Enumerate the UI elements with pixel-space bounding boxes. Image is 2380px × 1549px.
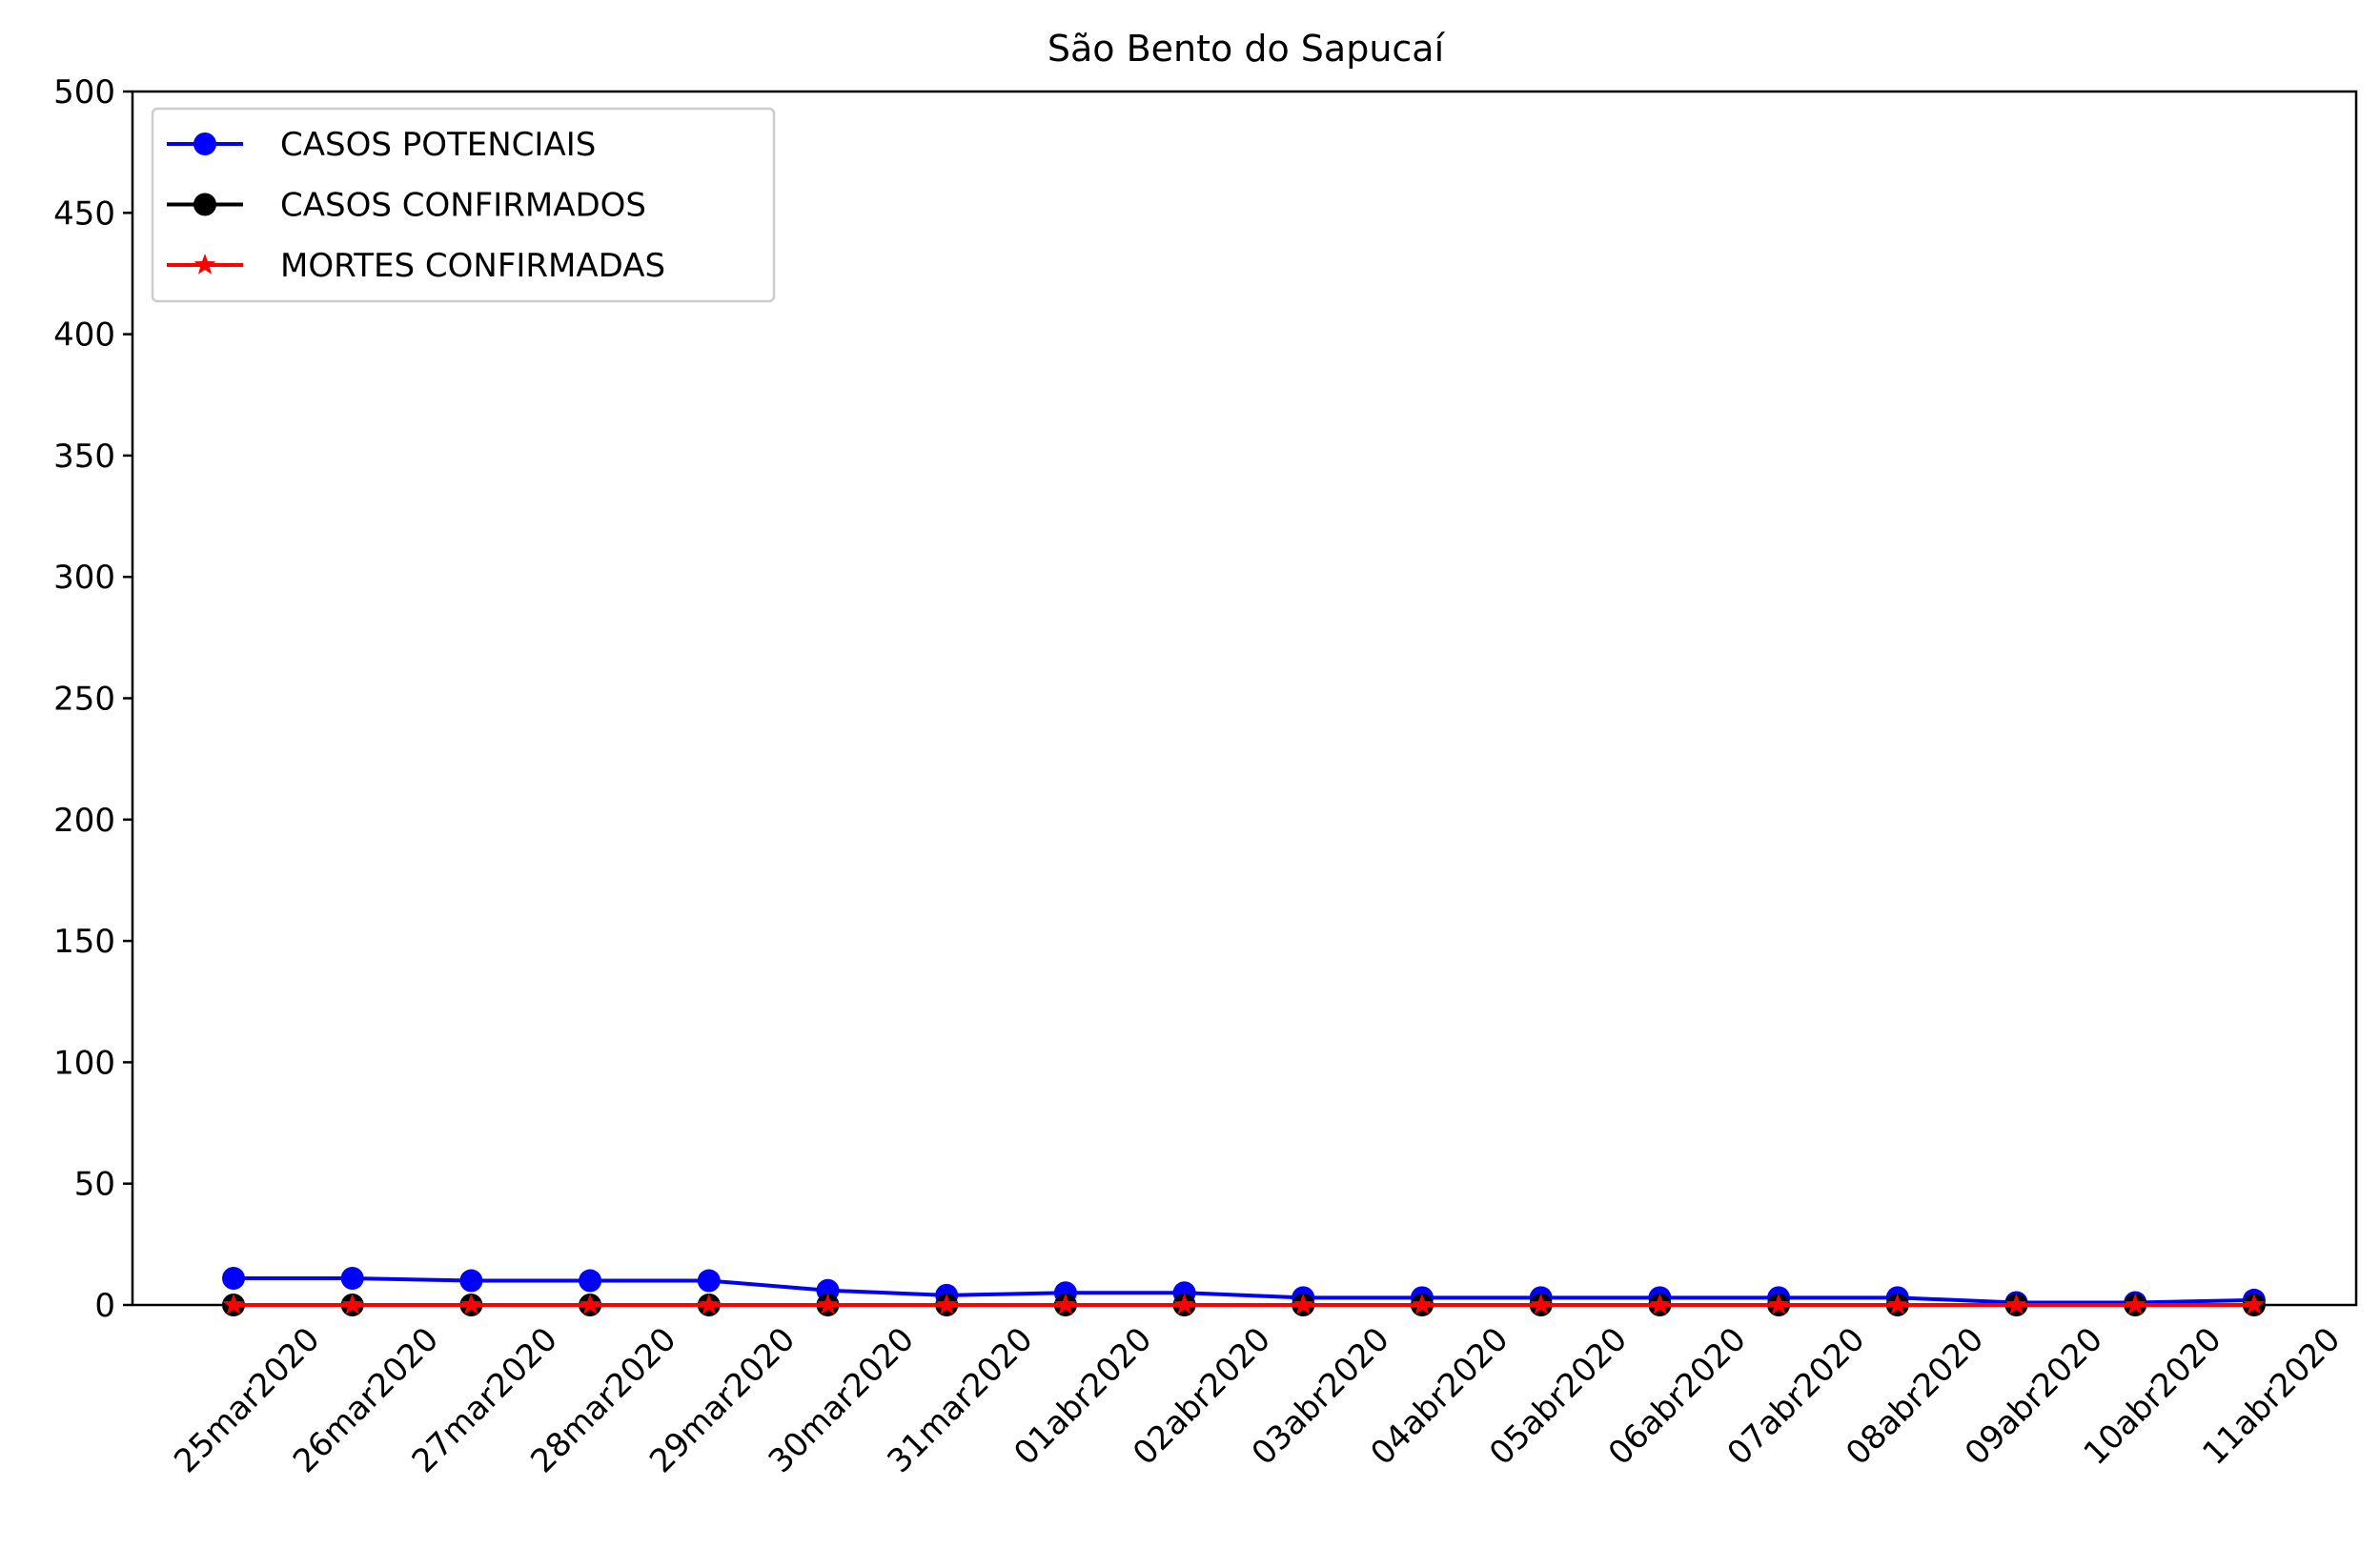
y-tick-label: 150 <box>53 923 115 961</box>
data-point <box>341 1294 364 1315</box>
data-point <box>1292 1294 1314 1315</box>
data-point <box>698 1294 721 1315</box>
data-point <box>1530 1294 1553 1315</box>
data-point <box>1767 1294 1790 1315</box>
data-point <box>697 1269 721 1293</box>
y-tick-label: 0 <box>94 1287 115 1325</box>
legend-label: MORTES CONFIRMADAS <box>280 247 665 285</box>
data-point <box>2124 1294 2146 1315</box>
data-point <box>1054 1294 1077 1315</box>
legend-label: CASOS CONFIRMADOS <box>280 187 646 225</box>
data-point <box>222 1294 245 1315</box>
y-tick-label: 300 <box>53 559 115 597</box>
y-tick-label: 450 <box>53 194 115 233</box>
y-tick-label: 350 <box>53 438 115 476</box>
data-point <box>222 1266 245 1290</box>
chart-title: São Bento do Sapucaí <box>1048 28 1446 70</box>
data-point <box>935 1294 958 1315</box>
legend-marker <box>193 254 216 275</box>
series-mortes-confirmadas <box>222 1294 2266 1315</box>
y-tick-label: 50 <box>74 1166 115 1204</box>
y-tick-label: 500 <box>53 73 115 112</box>
series-line <box>234 1275 2254 1305</box>
data-point <box>817 1294 839 1315</box>
data-point <box>340 1266 364 1290</box>
data-point <box>1886 1294 1909 1315</box>
legend-label: CASOS POTENCIAIS <box>280 126 596 164</box>
data-point <box>579 1294 601 1315</box>
data-point <box>459 1269 483 1293</box>
data-point <box>579 1269 602 1293</box>
y-tick-label: 250 <box>53 681 115 719</box>
y-tick-label: 400 <box>53 316 115 355</box>
y-tick-label: 200 <box>53 802 115 840</box>
y-tick-label: 100 <box>53 1044 115 1082</box>
data-point <box>459 1294 482 1315</box>
data-point <box>1173 1294 1196 1315</box>
legend-marker <box>193 132 216 155</box>
legend-box <box>151 107 776 303</box>
legend: CASOS POTENCIAIS CASOS CONFIRMADOS MORTES … <box>151 107 776 303</box>
data-point <box>2005 1294 2027 1315</box>
legend-marker <box>193 193 216 216</box>
data-point <box>1648 1294 1671 1315</box>
data-point <box>2243 1294 2266 1315</box>
data-point <box>1411 1294 1434 1315</box>
